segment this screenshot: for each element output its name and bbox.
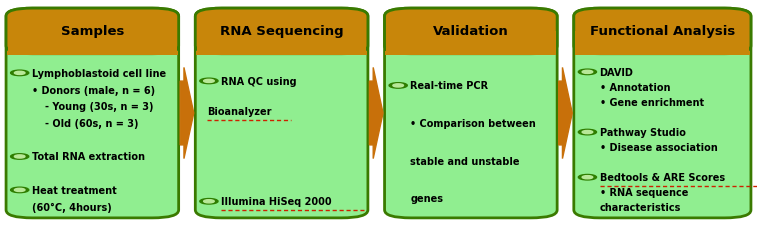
- FancyBboxPatch shape: [6, 9, 179, 218]
- Bar: [385, 52, 556, 56]
- FancyBboxPatch shape: [385, 9, 557, 54]
- FancyArrow shape: [180, 68, 194, 159]
- Text: Bedtools & ARE Scores: Bedtools & ARE Scores: [600, 173, 724, 183]
- Text: Heat treatment: Heat treatment: [32, 185, 117, 195]
- Bar: [7, 52, 178, 56]
- FancyBboxPatch shape: [385, 9, 557, 218]
- Bar: [575, 32, 749, 54]
- Circle shape: [204, 200, 214, 203]
- Circle shape: [393, 84, 403, 88]
- Circle shape: [204, 80, 214, 83]
- Bar: [197, 32, 366, 54]
- Text: genes: genes: [410, 193, 444, 203]
- Circle shape: [14, 155, 25, 158]
- Bar: [386, 32, 556, 54]
- Circle shape: [200, 199, 218, 204]
- Bar: [8, 32, 177, 54]
- FancyBboxPatch shape: [195, 9, 368, 54]
- Circle shape: [578, 175, 597, 180]
- Circle shape: [200, 79, 218, 84]
- Text: Functional Analysis: Functional Analysis: [590, 25, 735, 38]
- Circle shape: [582, 131, 593, 134]
- Text: Bioanalyzer: Bioanalyzer: [207, 106, 272, 116]
- Circle shape: [582, 71, 593, 74]
- Text: DAVID: DAVID: [600, 68, 634, 78]
- Bar: [196, 52, 367, 56]
- Text: Pathway Studio: Pathway Studio: [600, 128, 685, 138]
- Circle shape: [578, 130, 597, 135]
- Circle shape: [578, 70, 597, 75]
- Circle shape: [389, 83, 407, 89]
- Text: • Comparison between: • Comparison between: [410, 118, 536, 128]
- Circle shape: [14, 188, 25, 192]
- Text: Total RNA extraction: Total RNA extraction: [32, 152, 145, 162]
- FancyBboxPatch shape: [6, 9, 179, 54]
- Text: Lymphoblastoid cell line: Lymphoblastoid cell line: [32, 69, 166, 79]
- Text: • Donors (male, n = 6): • Donors (male, n = 6): [32, 85, 155, 95]
- Text: • RNA sequence: • RNA sequence: [600, 188, 688, 197]
- Text: Samples: Samples: [61, 25, 124, 38]
- Text: characteristics: characteristics: [600, 202, 681, 212]
- Circle shape: [11, 187, 29, 193]
- FancyBboxPatch shape: [574, 9, 751, 218]
- Text: - Young (30s, n = 3): - Young (30s, n = 3): [45, 102, 154, 112]
- Circle shape: [582, 176, 593, 179]
- Circle shape: [11, 71, 29, 76]
- Circle shape: [11, 154, 29, 160]
- Text: RNA QC using: RNA QC using: [221, 76, 297, 86]
- FancyBboxPatch shape: [574, 9, 751, 54]
- FancyArrow shape: [369, 68, 383, 159]
- Text: • Annotation: • Annotation: [600, 83, 670, 93]
- Text: RNA Sequencing: RNA Sequencing: [220, 25, 344, 38]
- Circle shape: [14, 72, 25, 75]
- Text: stable and unstable: stable and unstable: [410, 156, 520, 166]
- Text: Validation: Validation: [433, 25, 509, 38]
- Text: • Gene enrichment: • Gene enrichment: [600, 98, 704, 108]
- FancyBboxPatch shape: [195, 9, 368, 218]
- Text: Real-time PCR: Real-time PCR: [410, 81, 488, 91]
- Text: • Disease association: • Disease association: [600, 143, 718, 153]
- Text: Illumina HiSeq 2000: Illumina HiSeq 2000: [221, 196, 332, 206]
- Text: (60°C, 4hours): (60°C, 4hours): [32, 202, 111, 212]
- FancyArrow shape: [559, 68, 572, 159]
- Bar: [575, 52, 750, 56]
- Text: - Old (60s, n = 3): - Old (60s, n = 3): [45, 118, 139, 128]
